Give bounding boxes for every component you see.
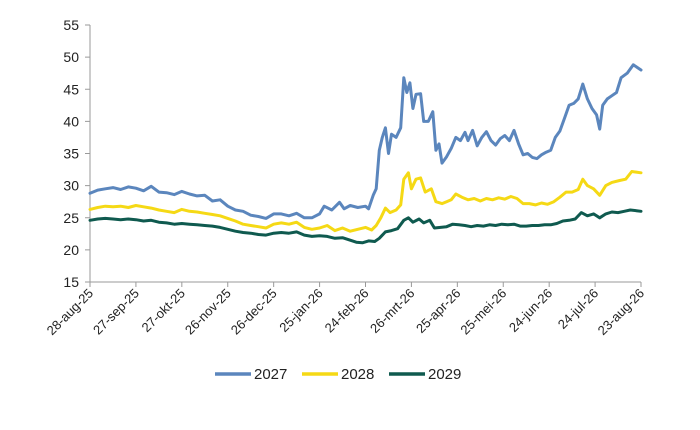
- y-tick-label: 40: [63, 113, 79, 129]
- legend-label-2028: 2028: [341, 366, 374, 383]
- x-tick-label: 23-aug-26: [595, 286, 648, 339]
- legend-label-2029: 2029: [428, 366, 461, 383]
- x-tick-label: 26-nov-25: [182, 286, 234, 338]
- x-tick-label: 28-aug-25: [44, 286, 97, 339]
- legend-label-2027: 2027: [254, 366, 287, 383]
- x-tick-label: 24-jun-26: [506, 286, 555, 335]
- x-tick-label: 27-sep-25: [90, 286, 142, 338]
- x-tick-label: 25-apr-26: [413, 286, 463, 336]
- x-tick-label: 26-dec-25: [228, 286, 280, 338]
- series-line-2029: [88, 208, 643, 245]
- series-line-2028: [88, 170, 643, 233]
- y-tick-label: 20: [63, 242, 79, 258]
- y-axis-ticks: 15 20 25 30 35 40 45 50 55: [63, 17, 90, 290]
- y-tick-label: 55: [63, 17, 79, 33]
- y-tick-label: 50: [63, 49, 79, 65]
- x-tick-label: 26-mrt-26: [367, 286, 417, 336]
- y-tick-label: 45: [63, 81, 79, 97]
- x-tick-label: 27-okt-25: [139, 286, 188, 335]
- x-tick-label: 25-jan-26: [276, 286, 325, 335]
- y-tick-label: 25: [63, 210, 79, 226]
- chart-legend: 2027 2028 2029: [215, 366, 461, 383]
- series-line-2027: [88, 63, 643, 220]
- x-tick-label: 24-feb-26: [322, 286, 372, 336]
- y-tick-label: 35: [63, 146, 79, 162]
- y-tick-label: 30: [63, 178, 79, 194]
- y-tick-label: 15: [63, 274, 79, 290]
- x-tick-label: 24-jul-26: [555, 286, 601, 332]
- chart-series-layer: [88, 63, 643, 245]
- chart-axes: [89, 25, 641, 283]
- x-axis-ticks: 28-aug-2527-sep-2527-okt-2526-nov-2526-d…: [44, 282, 648, 339]
- x-tick-label: 25-mei-26: [457, 286, 509, 338]
